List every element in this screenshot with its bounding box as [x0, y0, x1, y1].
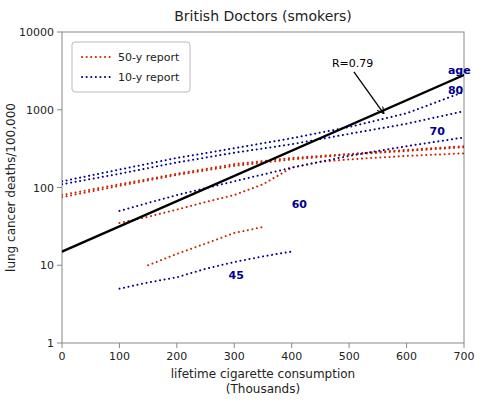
- x-tick-label: 400: [281, 350, 302, 363]
- y-tick: [57, 32, 62, 33]
- x-tick: [119, 343, 120, 348]
- plot-frame: [62, 32, 464, 343]
- legend-label: 10-y report: [118, 71, 180, 84]
- x-axis-label-line: lifetime cigarette consumption: [171, 367, 355, 381]
- y-tick: [57, 187, 62, 188]
- series-line: [62, 75, 464, 252]
- series-line: [62, 111, 464, 184]
- title: British Doctors (smokers): [174, 8, 352, 24]
- annotation: 60: [292, 198, 308, 211]
- series-line: [62, 147, 464, 197]
- annotation: 70: [430, 125, 446, 138]
- x-tick: [176, 343, 177, 348]
- x-tick-label: 300: [224, 350, 245, 363]
- annotation-arrow: [354, 72, 384, 113]
- y-tick: [57, 343, 62, 344]
- x-tick-label: 200: [166, 350, 187, 363]
- background: [0, 0, 500, 405]
- y-tick-label: 10: [40, 259, 54, 272]
- x-tick-label: 600: [396, 350, 417, 363]
- legend: 50-y report 10-y report: [72, 42, 190, 92]
- legend-label: 50-y report: [118, 51, 180, 64]
- y-tick-label: 100: [33, 182, 54, 195]
- annotation: age: [448, 64, 471, 77]
- x-tick-label: 700: [454, 350, 475, 363]
- series-line: [119, 137, 464, 210]
- y-tick-label: 10000: [19, 26, 54, 39]
- y-axis-label: lung cancer deaths/100,000: [4, 103, 18, 272]
- legend-box: [72, 42, 190, 92]
- annotation: 80: [448, 84, 464, 97]
- x-axis-label: lifetime cigarette consumption(Thousands…: [171, 367, 355, 396]
- plot-data: [62, 75, 464, 289]
- x-tick: [349, 343, 350, 348]
- legend-swatch: [82, 76, 110, 78]
- y-tick: [57, 265, 62, 266]
- x-tick: [464, 343, 465, 348]
- x-tick-label: 100: [109, 350, 130, 363]
- x-tick: [234, 343, 235, 348]
- y-tick-label: 1000: [26, 104, 54, 117]
- series-line: [62, 92, 464, 182]
- y-tick-label: 1: [47, 337, 54, 350]
- x-tick: [406, 343, 407, 348]
- x-tick-label: 500: [339, 350, 360, 363]
- legend-swatch: [82, 56, 110, 58]
- y-tick: [57, 109, 62, 110]
- x-tick: [291, 343, 292, 348]
- annotation: 45: [229, 269, 244, 282]
- x-axis-label-line: (Thousands): [226, 382, 300, 396]
- annotation: R=0.79: [332, 57, 373, 70]
- chart: 0 100 200 300 400 500 600 700 1 10 100 1000 10000 Bri…: [0, 0, 500, 405]
- x-tick-label: 0: [59, 350, 66, 363]
- series-line: [119, 252, 291, 289]
- x-tick: [62, 343, 63, 348]
- series-line: [62, 146, 464, 195]
